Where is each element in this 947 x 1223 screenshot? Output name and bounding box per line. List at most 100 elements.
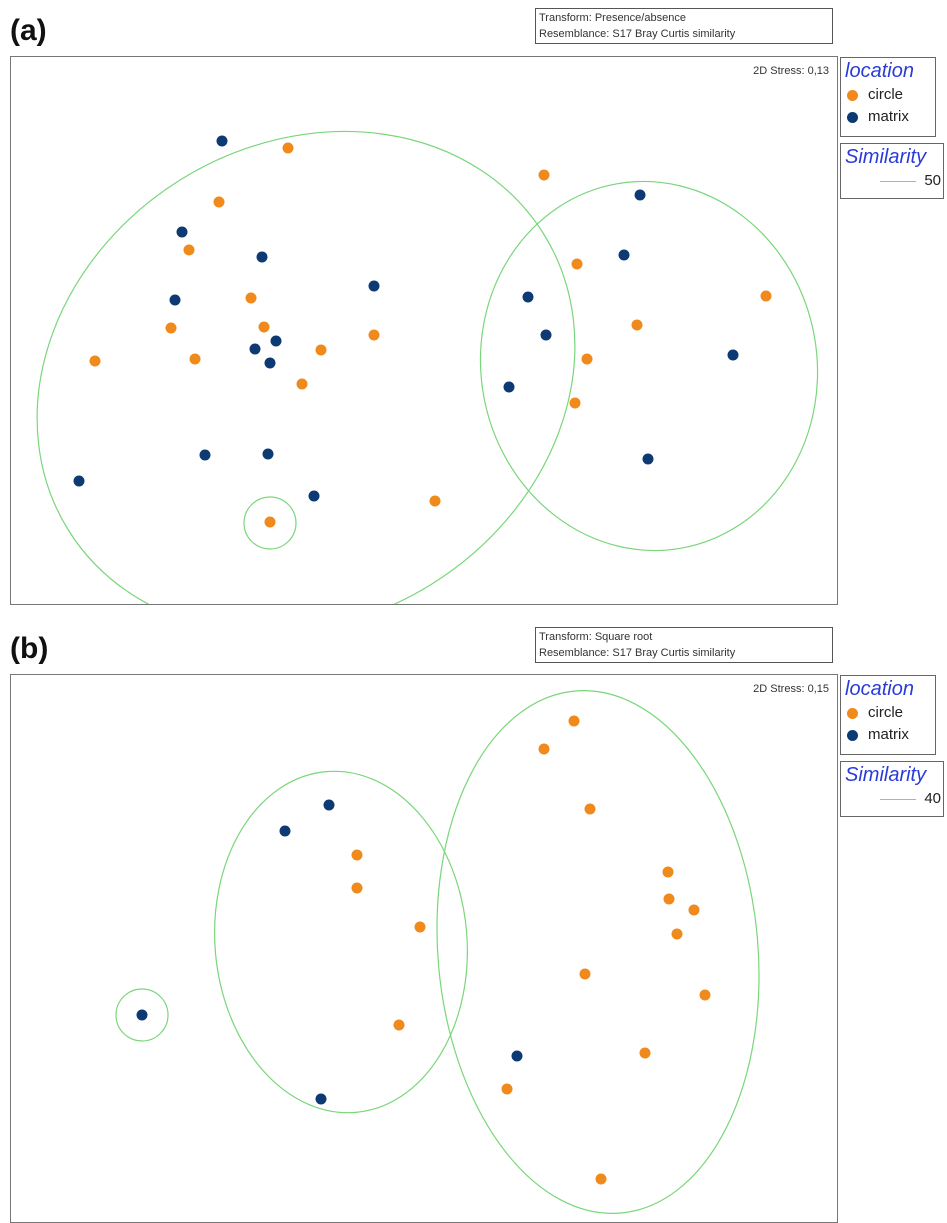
data-point-circle-b-5 bbox=[414, 921, 426, 933]
location-legend-b: location circle matrix bbox=[840, 675, 936, 755]
data-point-circle-b-3 bbox=[351, 849, 363, 861]
panel-label-a: (a) bbox=[10, 14, 47, 47]
data-point-circle-a-14 bbox=[571, 258, 583, 270]
data-point-circle-b-4 bbox=[351, 882, 363, 894]
data-point-circle-b-6 bbox=[662, 866, 674, 878]
data-point-matrix-a-10 bbox=[73, 475, 85, 487]
data-point-circle-a-15 bbox=[631, 319, 643, 331]
matrix-marker-icon bbox=[847, 111, 858, 123]
data-point-matrix-b-1 bbox=[279, 825, 291, 837]
data-point-matrix-b-2 bbox=[136, 1009, 148, 1021]
data-point-circle-b-11 bbox=[699, 989, 711, 1001]
legend-item-circle-b: circle bbox=[841, 702, 935, 724]
data-point-circle-a-6 bbox=[189, 353, 201, 365]
transform-info-box-a: Transform: Presence/absence Resemblance:… bbox=[535, 8, 833, 44]
data-point-circle-b-10 bbox=[579, 968, 591, 980]
data-point-circle-b-13 bbox=[639, 1047, 651, 1059]
data-point-circle-a-5 bbox=[165, 322, 177, 334]
similarity-value-a: 50 bbox=[924, 172, 941, 189]
data-point-circle-a-9 bbox=[368, 329, 380, 341]
similarity-title-a: Similarity bbox=[845, 146, 927, 168]
data-point-matrix-a-16 bbox=[503, 381, 515, 393]
data-point-circle-a-7 bbox=[89, 355, 101, 367]
resemblance-text-b: Resemblance: S17 Bray Curtis similarity bbox=[539, 647, 736, 659]
similarity-legend-a: Similarity 50 bbox=[840, 143, 944, 199]
data-point-matrix-a-11 bbox=[308, 490, 320, 502]
data-point-matrix-a-6 bbox=[249, 343, 261, 355]
data-point-circle-a-13 bbox=[538, 169, 550, 181]
data-point-circle-a-17 bbox=[581, 353, 593, 365]
data-point-matrix-a-17 bbox=[727, 349, 739, 361]
data-point-matrix-a-3 bbox=[169, 294, 181, 306]
legend-label-circle-b: circle bbox=[868, 704, 904, 721]
legend-item-matrix-b: matrix bbox=[841, 724, 935, 746]
resemblance-text-a: Resemblance: S17 Bray Curtis similarity bbox=[539, 28, 736, 40]
similarity-value-b: 40 bbox=[924, 790, 941, 807]
data-point-circle-a-11 bbox=[264, 516, 276, 528]
data-point-matrix-a-5 bbox=[270, 335, 282, 347]
data-point-circle-a-10 bbox=[296, 378, 308, 390]
legend-item-circle-a: circle bbox=[841, 84, 935, 106]
data-point-circle-a-12 bbox=[429, 495, 441, 507]
data-point-circle-b-7 bbox=[663, 893, 675, 905]
similarity-legend-b: Similarity 40 bbox=[840, 761, 944, 817]
data-point-matrix-a-14 bbox=[522, 291, 534, 303]
cluster-line-icon bbox=[880, 180, 917, 182]
data-point-matrix-a-2 bbox=[256, 251, 268, 263]
data-point-circle-a-0 bbox=[282, 142, 294, 154]
data-point-matrix-b-0 bbox=[323, 799, 335, 811]
data-point-matrix-a-18 bbox=[642, 453, 654, 465]
transform-text-b: Transform: Square root bbox=[539, 631, 653, 643]
data-point-matrix-a-15 bbox=[540, 329, 552, 341]
legend-label-circle-a: circle bbox=[868, 86, 904, 103]
mds-plot-b: 2D Stress: 0,15 bbox=[10, 674, 838, 1223]
mds-plot-a: 2D Stress: 0,13 bbox=[10, 56, 838, 605]
data-point-circle-a-3 bbox=[245, 292, 257, 304]
data-point-circle-a-8 bbox=[315, 344, 327, 356]
matrix-marker-icon bbox=[847, 729, 858, 741]
similarity-item-b: 40 bbox=[841, 788, 943, 810]
panel-label-b: (b) bbox=[10, 632, 49, 665]
legend-label-matrix-a: matrix bbox=[868, 108, 909, 125]
stress-text-a: 2D Stress: 0,13 bbox=[753, 65, 829, 77]
data-point-circle-b-2 bbox=[584, 803, 596, 815]
data-point-circle-b-0 bbox=[568, 715, 580, 727]
mds-plot-svg-a bbox=[36, 130, 819, 604]
data-point-matrix-a-0 bbox=[216, 135, 228, 147]
data-point-matrix-a-8 bbox=[199, 449, 211, 461]
mds-plot-svg-b bbox=[115, 690, 760, 1214]
data-point-matrix-a-7 bbox=[264, 357, 276, 369]
circle-marker-icon bbox=[847, 89, 858, 101]
data-point-circle-a-1 bbox=[213, 196, 225, 208]
data-point-circle-b-8 bbox=[688, 904, 700, 916]
cluster-line-icon bbox=[880, 798, 917, 800]
legend-item-matrix-a: matrix bbox=[841, 106, 935, 128]
similarity-contour-b-2 bbox=[115, 988, 169, 1042]
similarity-contour-a-1 bbox=[479, 180, 819, 552]
data-point-circle-b-12 bbox=[393, 1019, 405, 1031]
similarity-contour-b-1 bbox=[436, 690, 760, 1214]
data-point-circle-a-2 bbox=[183, 244, 195, 256]
legend-label-matrix-b: matrix bbox=[868, 726, 909, 743]
location-legend-a: location circle matrix bbox=[840, 57, 936, 137]
data-point-matrix-a-13 bbox=[618, 249, 630, 261]
similarity-item-a: 50 bbox=[841, 170, 943, 192]
data-point-circle-a-16 bbox=[760, 290, 772, 302]
similarity-contour-b-0 bbox=[213, 770, 469, 1114]
data-point-matrix-b-4 bbox=[315, 1093, 327, 1105]
transform-text-a: Transform: Presence/absence bbox=[539, 12, 686, 24]
similarity-title-b: Similarity bbox=[845, 764, 927, 786]
data-point-circle-b-9 bbox=[671, 928, 683, 940]
data-point-circle-a-4 bbox=[258, 321, 270, 333]
circle-marker-icon bbox=[847, 707, 858, 719]
legend-title-a: location bbox=[845, 60, 914, 82]
data-point-circle-a-18 bbox=[569, 397, 581, 409]
data-point-matrix-a-1 bbox=[176, 226, 188, 238]
similarity-contour-a-0 bbox=[36, 130, 576, 604]
data-point-matrix-b-3 bbox=[511, 1050, 523, 1062]
data-point-matrix-a-4 bbox=[368, 280, 380, 292]
transform-info-box-b: Transform: Square root Resemblance: S17 … bbox=[535, 627, 833, 663]
stress-text-b: 2D Stress: 0,15 bbox=[753, 683, 829, 695]
data-point-circle-b-14 bbox=[501, 1083, 513, 1095]
similarity-contour-a-2 bbox=[243, 496, 297, 550]
